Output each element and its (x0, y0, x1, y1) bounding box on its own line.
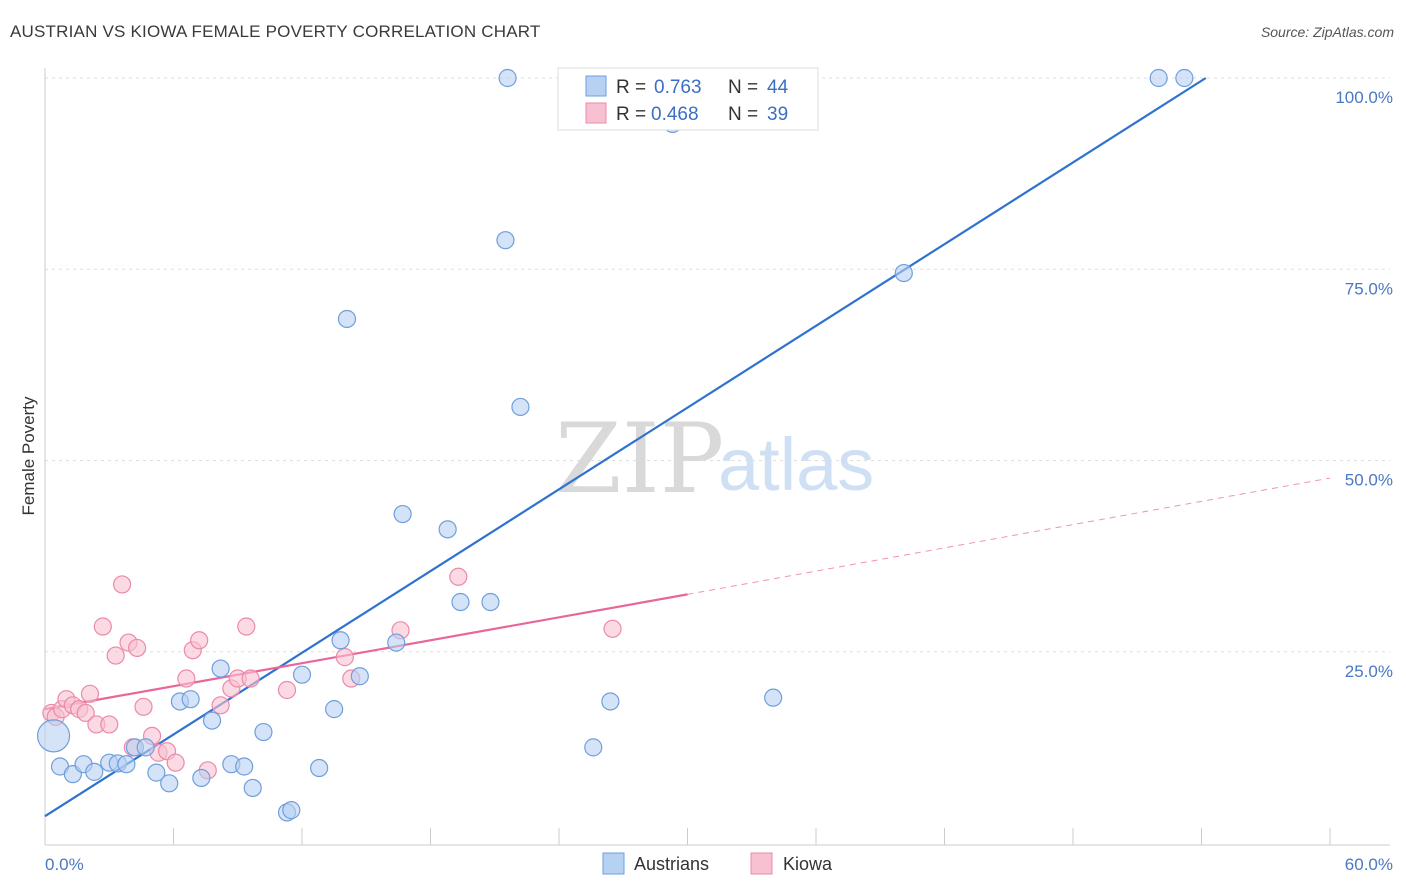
gridlines (45, 77, 1390, 653)
austrians-point-4 (85, 762, 104, 781)
bottom-legend: Austrians Kiowa (602, 852, 833, 875)
x-tick-label-0: 0.0% (45, 855, 84, 874)
legend-r-austrians: 0.763 (654, 77, 702, 98)
bottom-legend-swatch-kiowa (750, 852, 773, 875)
legend-r-label-kiowa: R = (616, 104, 646, 125)
austrians-point-7 (117, 755, 136, 774)
austrians-point-30 (393, 504, 412, 524)
kiowa-point-23 (190, 631, 209, 650)
bottom-legend-swatch-austrians (602, 852, 625, 875)
legend-n-kiowa: 39 (767, 104, 788, 125)
bottom-legend-austrians: Austrians (634, 854, 709, 874)
austrians-point-26 (331, 631, 350, 650)
kiowa-point-12 (112, 575, 132, 594)
chart-title: AUSTRIAN VS KIOWA FEMALE POVERTY CORRELA… (10, 22, 541, 41)
austrians-point-27 (337, 309, 357, 329)
austrians-point-22 (282, 801, 301, 820)
austrians-point-19 (243, 778, 262, 798)
watermark-zip: ZIP (555, 403, 724, 515)
austrians-point-18 (235, 757, 254, 776)
kiowa-point-29 (241, 669, 260, 688)
austrians-point-34 (496, 231, 515, 250)
kiowa-point-6 (76, 703, 95, 723)
kiowa-point-31 (335, 648, 354, 667)
austrians-point-33 (481, 592, 500, 612)
austrians-point-16 (211, 659, 230, 678)
y-tick-label-1: 50.0% (1345, 471, 1393, 490)
austrians-point-10 (147, 763, 166, 782)
austrians-point-43 (1175, 68, 1194, 88)
kiowa-point-21 (177, 669, 196, 688)
watermark-atlas: atlas (718, 423, 874, 506)
austrians-point-11 (160, 774, 179, 793)
y-axis-label: Female Poverty (19, 396, 38, 516)
austrians-point-31 (438, 520, 457, 539)
x-tick-labels: 0.0% 60.0% (45, 855, 1393, 874)
austrians-point-36 (511, 397, 530, 417)
y-tick-label-2: 75.0% (1345, 279, 1393, 298)
x-tick-label-1: 60.0% (1345, 855, 1393, 874)
kiowa-point-16 (134, 697, 153, 716)
legend-r-label-austrians: R = (616, 77, 646, 98)
austrians-point-0 (36, 719, 71, 753)
austrians-point-42 (1149, 68, 1168, 88)
y-tick-label-0: 25.0% (1345, 662, 1393, 681)
austrians-point-41 (894, 263, 913, 283)
legend-swatch-kiowa (585, 102, 607, 124)
kiowa-point-15 (127, 638, 147, 658)
legend-n-label-austrians: N = (728, 77, 758, 98)
austrians-point-29 (387, 633, 406, 652)
trend-line-kiowa (44, 593, 688, 711)
kiowa-point-35 (603, 619, 622, 638)
austrians-point-23 (292, 665, 312, 684)
austrians-point-37 (584, 738, 603, 757)
kiowa-point-9 (93, 617, 112, 636)
austrians-point-9 (136, 738, 155, 757)
austrians-point-24 (310, 758, 329, 778)
kiowa-point-20 (166, 753, 185, 772)
legend-n-austrians: 44 (767, 77, 789, 98)
austrians-point-40 (764, 688, 783, 707)
austrians-point-32 (451, 592, 470, 612)
legend: R = 0.763 N = 44 R = 0.468 N = 39 (557, 67, 819, 131)
austrians-point-25 (325, 700, 344, 719)
kiowa-point-34 (449, 567, 468, 586)
kiowa-point-7 (80, 684, 100, 703)
legend-swatch-austrians (585, 75, 607, 97)
kiowa-point-30 (277, 680, 297, 700)
kiowa-point-10 (100, 715, 119, 734)
kiowa-point-11 (106, 646, 125, 665)
source-note: Source: ZipAtlas.com (1260, 24, 1394, 40)
watermark: ZIP atlas (555, 403, 874, 515)
legend-n-label-kiowa: N = (728, 104, 758, 125)
austrians-point-20 (254, 722, 273, 742)
austrians-point-38 (601, 692, 620, 711)
austrians-point-15 (202, 711, 222, 730)
austrians-point-14 (192, 768, 211, 788)
kiowa-point-25 (211, 696, 230, 715)
trend-line-kiowa-extension (687, 477, 1331, 595)
austrians-point-35 (498, 68, 517, 88)
bottom-legend-kiowa: Kiowa (783, 854, 833, 874)
austrians-point-28 (350, 667, 369, 686)
austrians-point-13 (181, 690, 200, 709)
y-tick-label-3: 100.0% (1335, 88, 1393, 107)
y-tick-labels: 25.0% 50.0% 75.0% 100.0% (1335, 88, 1393, 681)
kiowa-point-28 (237, 617, 256, 636)
legend-r-kiowa: 0.468 (651, 104, 699, 125)
